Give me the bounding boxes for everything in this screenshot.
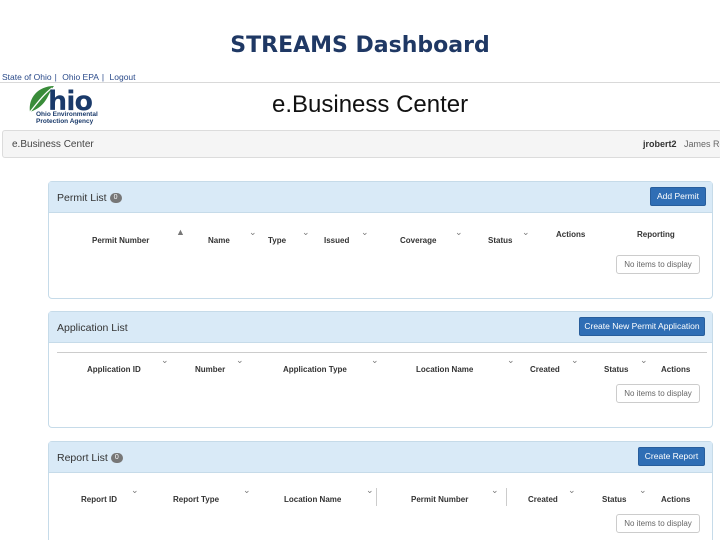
create-permit-application-button[interactable]: Create New Permit Application: [579, 317, 705, 336]
sort-icon[interactable]: ⌄: [639, 485, 647, 495]
logout-link[interactable]: Logout: [109, 72, 136, 82]
report-count-badge: 0: [110, 453, 123, 464]
column-header[interactable]: Application ID: [87, 365, 141, 374]
sort-icon[interactable]: ⌄: [243, 485, 251, 495]
sort-icon[interactable]: ⌄: [302, 227, 310, 237]
column-header[interactable]: Name: [208, 236, 230, 245]
empty-message: No items to display: [616, 514, 700, 533]
sort-icon[interactable]: ⌄: [249, 227, 257, 237]
ohio-epa-logo[interactable]: hio Ohio Environmental Protection Agency: [26, 84, 106, 130]
navbar: e.Business Center jrobert2 James Rob: [2, 130, 720, 158]
column-header: Actions: [556, 230, 586, 239]
column-header[interactable]: Status: [602, 495, 627, 504]
top-links: State of Ohio | Ohio EPA | Logout: [2, 72, 136, 82]
sort-icon[interactable]: ⌄: [161, 355, 169, 365]
sort-icon[interactable]: ⌄: [236, 355, 244, 365]
sort-icon[interactable]: ⌄: [366, 485, 374, 495]
ohio-epa-link[interactable]: Ohio EPA: [62, 72, 99, 82]
column-header[interactable]: Report Type: [173, 495, 220, 504]
column-header: Actions: [661, 495, 691, 504]
column-header[interactable]: Issued: [324, 236, 350, 245]
add-permit-button[interactable]: Add Permit: [650, 187, 706, 206]
column-header: Reporting: [637, 230, 675, 239]
column-header[interactable]: Status: [488, 236, 513, 245]
column-header[interactable]: Created: [528, 495, 558, 504]
user-name: James Rob: [684, 139, 720, 149]
column-header[interactable]: Created: [530, 365, 560, 374]
empty-message: No items to display: [616, 384, 700, 403]
sort-icon[interactable]: ⌄: [361, 227, 369, 237]
empty-message: No items to display: [616, 255, 700, 274]
column-header: Actions: [661, 365, 691, 374]
column-header[interactable]: Location Name: [284, 495, 342, 504]
sort-asc-icon[interactable]: ▲: [176, 227, 185, 237]
slide-title: STREAMS Dashboard: [230, 33, 490, 58]
sort-icon[interactable]: ⌄: [491, 485, 499, 495]
sort-icon[interactable]: ⌄: [455, 227, 463, 237]
permit-list-panel: Permit List 0 Add Permit Permit Number ▲ …: [48, 181, 713, 299]
column-header[interactable]: Number: [195, 365, 226, 374]
create-report-button[interactable]: Create Report: [638, 447, 705, 466]
permit-count-badge: 0: [109, 193, 122, 204]
column-header[interactable]: Permit Number: [411, 495, 469, 504]
logo-wordmark: hio: [48, 86, 93, 117]
sort-icon[interactable]: ⌄: [522, 227, 530, 237]
column-divider: [376, 488, 377, 506]
state-of-ohio-link[interactable]: State of Ohio: [2, 72, 52, 82]
table-header-line: [57, 352, 707, 353]
sort-icon[interactable]: ⌄: [640, 355, 648, 365]
column-header[interactable]: Application Type: [283, 365, 347, 374]
column-header[interactable]: Coverage: [400, 236, 437, 245]
column-header[interactable]: Report ID: [81, 495, 117, 504]
page-title: e.Business Center: [272, 91, 469, 118]
sort-icon[interactable]: ⌄: [568, 485, 576, 495]
column-header[interactable]: Permit Number: [92, 236, 150, 245]
sort-icon[interactable]: ⌄: [571, 355, 579, 365]
ohio-leaf-icon: [29, 86, 54, 113]
sort-icon[interactable]: ⌄: [507, 355, 515, 365]
navbar-brand[interactable]: e.Business Center: [12, 139, 94, 150]
column-divider: [506, 488, 507, 506]
permit-list-title: Permit List: [57, 192, 107, 204]
application-list-header: Application List Create New Permit Appli…: [49, 312, 712, 343]
column-header[interactable]: Type: [268, 236, 287, 245]
report-list-title: Report List: [57, 452, 108, 464]
report-list-panel: Report List 0 Create Report Report ID ⌄ R…: [48, 441, 713, 540]
logo-agency-text: Ohio Environmental Protection Agency: [36, 111, 98, 125]
application-list-panel: Application List Create New Permit Appli…: [48, 311, 713, 428]
divider: [0, 82, 720, 83]
user-id[interactable]: jrobert2: [643, 139, 677, 149]
application-list-title: Application List: [57, 322, 128, 334]
column-header[interactable]: Status: [604, 365, 629, 374]
report-list-header: Report List 0 Create Report: [49, 442, 712, 473]
sort-icon[interactable]: ⌄: [131, 485, 139, 495]
column-header[interactable]: Location Name: [416, 365, 474, 374]
sort-icon[interactable]: ⌄: [371, 355, 379, 365]
permit-list-header: Permit List 0 Add Permit: [49, 182, 712, 213]
